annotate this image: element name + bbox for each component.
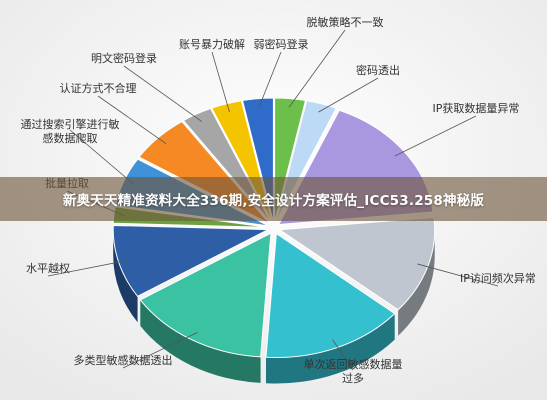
slice-label-12: 弱密码登录 <box>254 37 309 51</box>
slice-label-2: IP获取数据量异常 <box>433 101 520 115</box>
slice-label-11: 账号暴力破解 <box>179 37 245 51</box>
leader-line-0 <box>288 29 346 108</box>
leader-line-1 <box>318 77 379 113</box>
leader-line-6 <box>47 259 130 277</box>
slice-label-8: 通过搜索引擎进行敏感数据爬取 <box>21 117 120 145</box>
slice-side-3 <box>398 229 435 336</box>
slice-label-4: 单次返回敏感数据量过多 <box>304 357 403 385</box>
banner-text: 新奥天天精准资料大全336期,安全设计方案评估_ICC53.258神秘版 <box>62 193 485 209</box>
leader-line-8 <box>69 129 135 185</box>
slice-label-0: 脱敏策略不一致 <box>307 15 384 29</box>
pie-depth-layer <box>113 229 435 384</box>
slice-label-5: 多类型敏感数据透出 <box>74 353 173 367</box>
leader-line-9 <box>97 95 167 144</box>
slice-label-3: IP访问频次异常 <box>460 271 536 285</box>
slice-side-6 <box>113 229 138 323</box>
leader-line-11 <box>211 51 230 113</box>
leader-line-5 <box>122 332 198 369</box>
slice-label-6: 水平越权 <box>26 261 70 275</box>
title-banner: 新奥天天精准资料大全336期,安全设计方案评估_ICC53.258神秘版 <box>0 177 547 221</box>
slice-side-5 <box>140 299 261 383</box>
leader-line-4 <box>332 339 354 371</box>
slice-label-9: 认证方式不合理 <box>60 81 137 95</box>
slice-side-4 <box>265 313 395 384</box>
leader-line-10 <box>123 65 203 122</box>
leader-line-3 <box>417 263 499 287</box>
leader-line-12 <box>258 51 282 108</box>
pie-slice-4 <box>265 232 396 359</box>
leader-line-2 <box>394 115 477 157</box>
slice-label-10: 明文密码登录 <box>91 51 157 65</box>
slice-label-1: 密码透出 <box>356 63 400 77</box>
pie-slice-5 <box>139 232 272 358</box>
